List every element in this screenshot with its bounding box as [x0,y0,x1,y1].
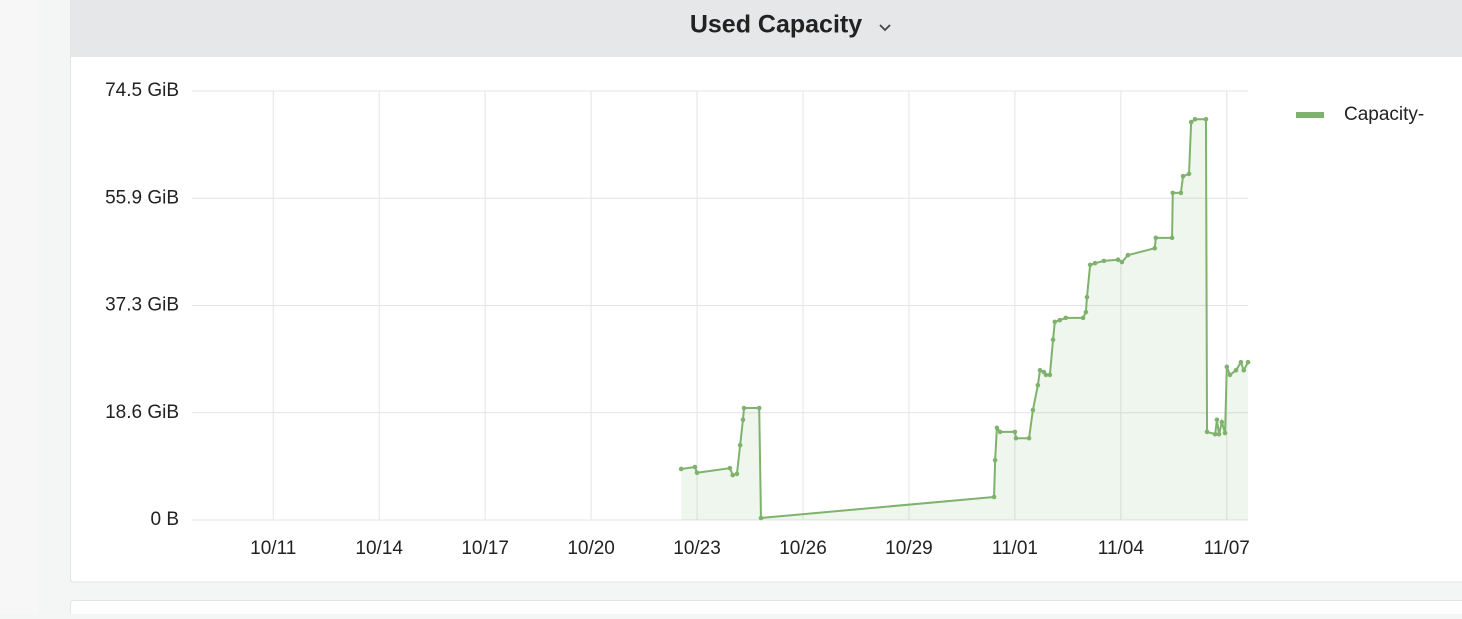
point [1088,263,1093,268]
point [1154,236,1159,241]
x-tick-label: 10/14 [355,538,403,559]
point [1189,120,1194,125]
point [730,473,735,478]
point [1215,418,1220,423]
point [1093,261,1098,266]
point [1048,373,1053,378]
point [1051,337,1056,342]
point [1053,320,1058,325]
panel-title[interactable]: Used Capacity [690,11,862,39]
point [741,418,746,423]
point [693,465,698,470]
y-tick-label: 18.6 GiB [105,402,179,423]
x-tick-label: 11/01 [992,538,1038,559]
point [1205,430,1210,435]
point [1126,253,1131,258]
x-tick-label: 10/26 [779,538,827,559]
point [695,470,700,475]
point [1223,431,1228,436]
point [1170,236,1175,241]
point [742,406,747,411]
point [759,516,764,521]
y-tick-label: 55.9 GiB [105,187,179,208]
point [1181,174,1186,179]
point [1225,365,1230,370]
point [998,430,1003,435]
point [1170,191,1175,196]
x-tick-label: 10/17 [461,538,509,559]
legend-label[interactable]: Capacity- [1344,104,1424,125]
point [1057,318,1062,323]
point [1239,360,1244,365]
point [992,495,997,500]
x-tick-label: 10/11 [250,538,296,559]
y-tick-label: 74.5 GiB [105,80,179,101]
x-tick-label: 10/29 [885,538,933,559]
point [728,466,733,471]
point [1193,117,1198,122]
point [1085,295,1090,300]
point [1027,436,1032,441]
x-tick-label: 10/23 [673,538,721,559]
x-tick-label: 10/20 [567,538,615,559]
point [1013,430,1018,435]
point [993,458,998,463]
point [1031,408,1036,413]
point [1063,316,1068,321]
point [1081,316,1086,321]
point [1179,191,1184,196]
y-tick-label: 37.3 GiB [105,295,179,316]
point [1187,172,1192,177]
point [1217,432,1222,437]
panel [71,0,1462,582]
point [1084,310,1089,315]
point [1036,383,1041,388]
point [1102,259,1107,264]
x-tick-label: 11/04 [1098,538,1145,559]
point [1120,260,1125,265]
point [1228,373,1233,378]
x-tick-label: 11/07 [1204,538,1250,559]
point [1152,246,1157,251]
point [1116,257,1121,262]
next-panel [71,601,1462,615]
point [1220,420,1225,425]
y-tick-label: 0 B [150,509,179,530]
point [757,406,762,411]
point [1241,368,1246,373]
point [1234,368,1239,373]
point [679,467,684,472]
point [1014,436,1019,441]
point [1246,360,1251,365]
point [995,426,1000,431]
point [1204,117,1209,122]
point [738,443,743,448]
sidebar [0,0,38,614]
point [735,472,740,477]
